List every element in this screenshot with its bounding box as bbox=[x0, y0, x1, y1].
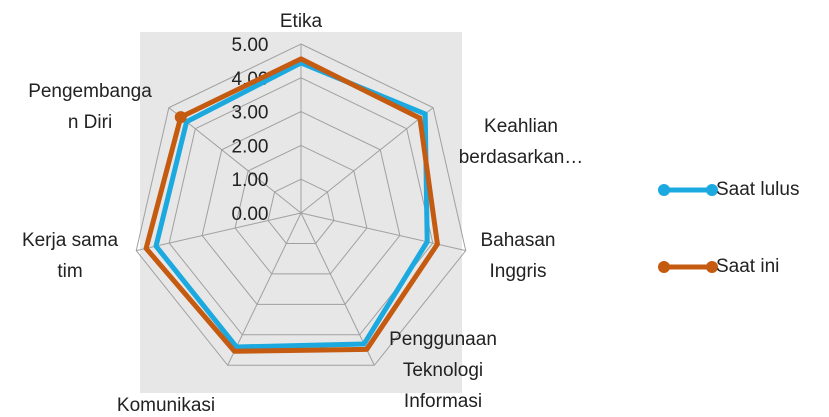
spoke bbox=[136, 212, 302, 252]
category-label: Informasi bbox=[404, 391, 482, 412]
r-tick-label: 2.00 bbox=[232, 136, 269, 157]
category-label: Teknologi bbox=[403, 360, 483, 381]
spoke bbox=[300, 212, 375, 366]
legend-label: Saat lulus bbox=[716, 179, 799, 200]
spoke bbox=[300, 107, 434, 214]
legend-marker bbox=[706, 184, 718, 196]
category-label: tim bbox=[57, 261, 82, 282]
series-line bbox=[143, 56, 440, 354]
grid-ring bbox=[201, 111, 401, 305]
spoke bbox=[168, 107, 302, 214]
grid-ring bbox=[168, 77, 434, 336]
legend-marker bbox=[658, 261, 670, 273]
legend-label: Saat ini bbox=[716, 256, 779, 277]
legend-marker bbox=[658, 184, 670, 196]
grid-ring bbox=[234, 144, 368, 275]
series-line bbox=[153, 60, 430, 350]
category-label: Pengembanga bbox=[28, 81, 152, 102]
grid-ring bbox=[135, 43, 467, 366]
category-label: Kerja sama bbox=[22, 230, 119, 251]
legend-marker bbox=[706, 261, 718, 273]
category-label: Keahlian bbox=[484, 116, 558, 137]
grid-ring bbox=[267, 178, 335, 244]
category-label: Inggris bbox=[489, 261, 546, 282]
category-label: berdasarkan… bbox=[459, 147, 584, 168]
series-marker bbox=[174, 111, 187, 124]
category-label: n Diri bbox=[68, 112, 112, 133]
r-tick-label: 5.00 bbox=[232, 35, 269, 56]
category-label: Etika bbox=[280, 11, 323, 32]
r-tick-label: 3.00 bbox=[232, 103, 269, 124]
category-label: Bahasan bbox=[480, 230, 555, 251]
category-label: Penggunaan bbox=[389, 329, 497, 350]
r-tick-label: 0.00 bbox=[232, 204, 269, 225]
spoke bbox=[227, 212, 302, 366]
category-label: Komunikasi bbox=[117, 395, 215, 416]
r-tick-label: 1.00 bbox=[232, 170, 269, 191]
